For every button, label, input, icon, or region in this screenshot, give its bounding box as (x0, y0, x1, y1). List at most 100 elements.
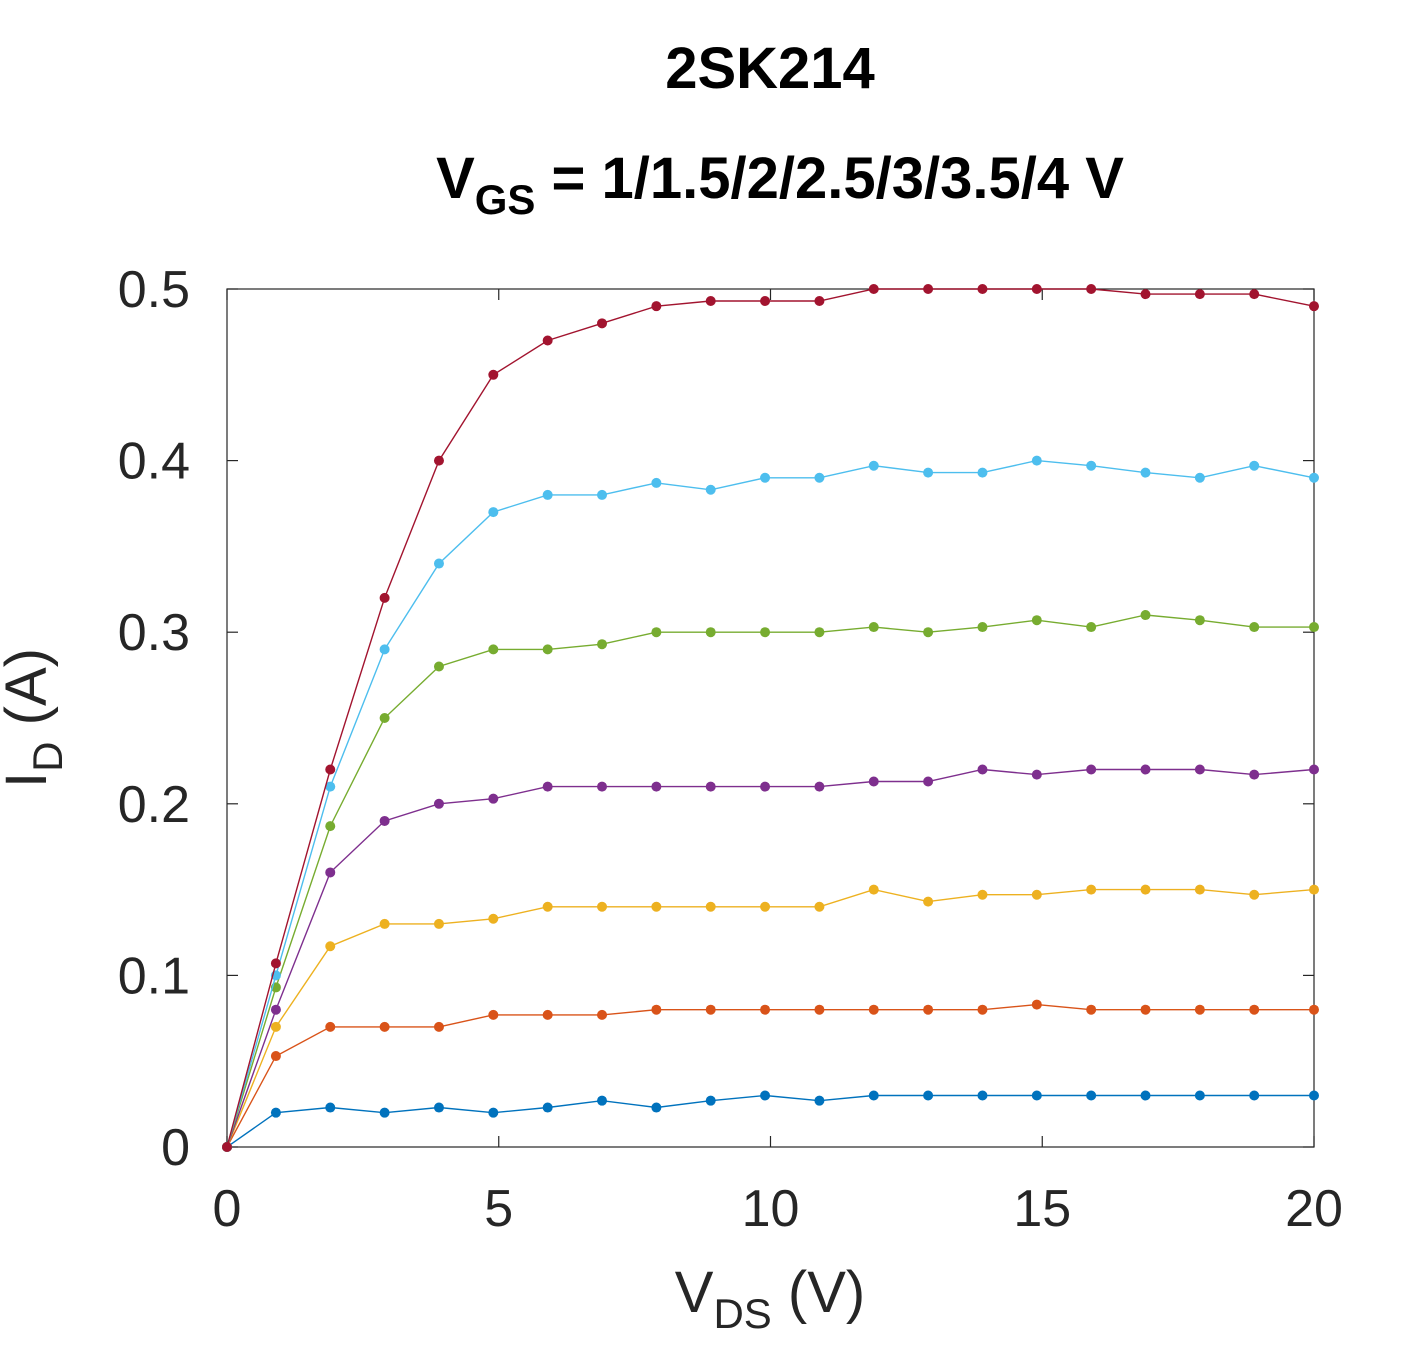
series-1-point-8 (651, 1004, 662, 1015)
series-2-point-19 (1249, 889, 1260, 900)
series-4-point-18 (1194, 615, 1205, 626)
y-tick-label-0: 0 (161, 1119, 190, 1177)
series-0-point-16 (1086, 1090, 1097, 1101)
series-3-point-12 (868, 776, 879, 787)
series-1-point-5 (488, 1009, 499, 1020)
series-6-point-7 (597, 318, 608, 329)
axis-ticks (226, 288, 1315, 1148)
series-4-point-16 (1086, 622, 1097, 633)
series-group (222, 284, 1319, 1152)
series-5-point-18 (1194, 472, 1205, 483)
series-0-point-20 (1309, 1090, 1319, 1101)
series-5-point-15 (1031, 455, 1042, 466)
series-6-point-16 (1086, 284, 1097, 294)
series-2-line (226, 888, 1315, 1148)
series-6-point-20 (1309, 301, 1319, 312)
series-0-point-8 (651, 1102, 662, 1113)
series-5-line (226, 459, 1315, 1148)
series-4-point-15 (1031, 615, 1042, 626)
series-6-point-12 (868, 284, 879, 294)
series-4-point-17 (1140, 610, 1151, 621)
series-1-point-9 (705, 1004, 716, 1015)
series-1-point-18 (1194, 1004, 1205, 1015)
series-4-point-9 (705, 627, 716, 638)
series-0-point-10 (760, 1090, 771, 1101)
y-tick-label-3: 0.3 (118, 604, 190, 662)
series-1-point-7 (597, 1009, 608, 1020)
series-2-point-5 (488, 913, 499, 924)
subtitle-suffix: = 1/1.5/2/2.5/3/3.5/4 V (535, 146, 1124, 211)
series-5-point-12 (868, 460, 879, 471)
series-0-point-6 (542, 1102, 553, 1113)
subtitle-prefix: V (436, 146, 475, 211)
series-6-point-8 (651, 301, 662, 312)
series-2-point-15 (1031, 889, 1042, 900)
series-5-point-8 (651, 477, 662, 488)
series-0-point-15 (1031, 1090, 1042, 1101)
chart-title: 2SK214 (665, 36, 875, 101)
series-6-point-4 (433, 455, 444, 466)
series-3 (222, 764, 1319, 1152)
series-4-line (226, 614, 1314, 1148)
series-2-point-12 (868, 884, 879, 895)
series-1-point-20 (1309, 1004, 1319, 1015)
series-1-point-4 (433, 1021, 444, 1032)
series-5-point-20 (1309, 472, 1319, 483)
series-4-point-13 (923, 627, 934, 638)
series-3-point-14 (977, 764, 988, 775)
x-axis-label: VDS (V) (675, 1260, 865, 1337)
series-1-point-14 (977, 1004, 988, 1015)
x-axis-label-rest: (V) (772, 1260, 865, 1325)
y-axis-label: ID (A) (0, 648, 71, 788)
series-4-point-8 (651, 627, 662, 638)
series-1-point-16 (1086, 1004, 1097, 1015)
series-5-point-16 (1086, 460, 1097, 471)
series-6-point-0 (222, 1142, 232, 1152)
series-3-point-8 (651, 781, 662, 792)
series-4-point-14 (977, 622, 988, 633)
series-1 (222, 999, 1319, 1152)
series-1-point-12 (868, 1004, 879, 1015)
series-5-point-19 (1249, 460, 1260, 471)
series-1-point-13 (923, 1004, 934, 1015)
x-tick-label-4: 20 (1285, 1180, 1343, 1238)
series-0-point-14 (977, 1090, 988, 1101)
series-6-point-11 (814, 296, 825, 307)
series-6-point-17 (1140, 289, 1151, 300)
series-2-point-3 (379, 918, 390, 929)
series-4-point-4 (433, 661, 444, 672)
series-2-point-1 (270, 1021, 281, 1032)
x-tick-label-2: 10 (742, 1180, 800, 1238)
x-axis-label-sub: DS (713, 1290, 771, 1337)
series-3-point-2 (325, 867, 336, 878)
series-4 (222, 610, 1319, 1152)
series-3-point-9 (705, 781, 716, 792)
series-5-point-2 (325, 781, 336, 792)
series-2-point-8 (651, 901, 662, 912)
series-4-point-19 (1249, 622, 1260, 633)
x-axis-label-main: V (675, 1260, 714, 1325)
series-2-point-6 (542, 901, 553, 912)
x-tick-label-1: 5 (484, 1180, 513, 1238)
series-0-point-17 (1140, 1090, 1151, 1101)
series-2-point-2 (325, 941, 336, 952)
tick-labels: 0 5 10 15 20 0 0.1 0.2 0.3 0.4 0.5 (118, 261, 1343, 1238)
series-5-point-5 (488, 507, 499, 518)
series-5-point-11 (814, 472, 825, 483)
series-0-point-7 (597, 1095, 608, 1106)
series-6-line (226, 288, 1315, 1148)
series-5 (222, 455, 1319, 1152)
series-3-point-20 (1309, 764, 1319, 775)
series-4-point-3 (379, 713, 390, 723)
series-0-point-11 (814, 1095, 825, 1106)
series-4-point-12 (868, 622, 879, 633)
series-2-point-14 (977, 889, 988, 900)
series-1-point-17 (1140, 1004, 1151, 1015)
series-3-point-19 (1249, 769, 1260, 780)
series-2-point-4 (433, 918, 444, 929)
series-2-point-13 (923, 896, 934, 907)
y-axis-label-rest: (A) (0, 648, 59, 741)
series-3-point-13 (923, 776, 934, 787)
series-3-point-18 (1194, 764, 1205, 775)
plot-area-frame (226, 288, 1315, 1148)
